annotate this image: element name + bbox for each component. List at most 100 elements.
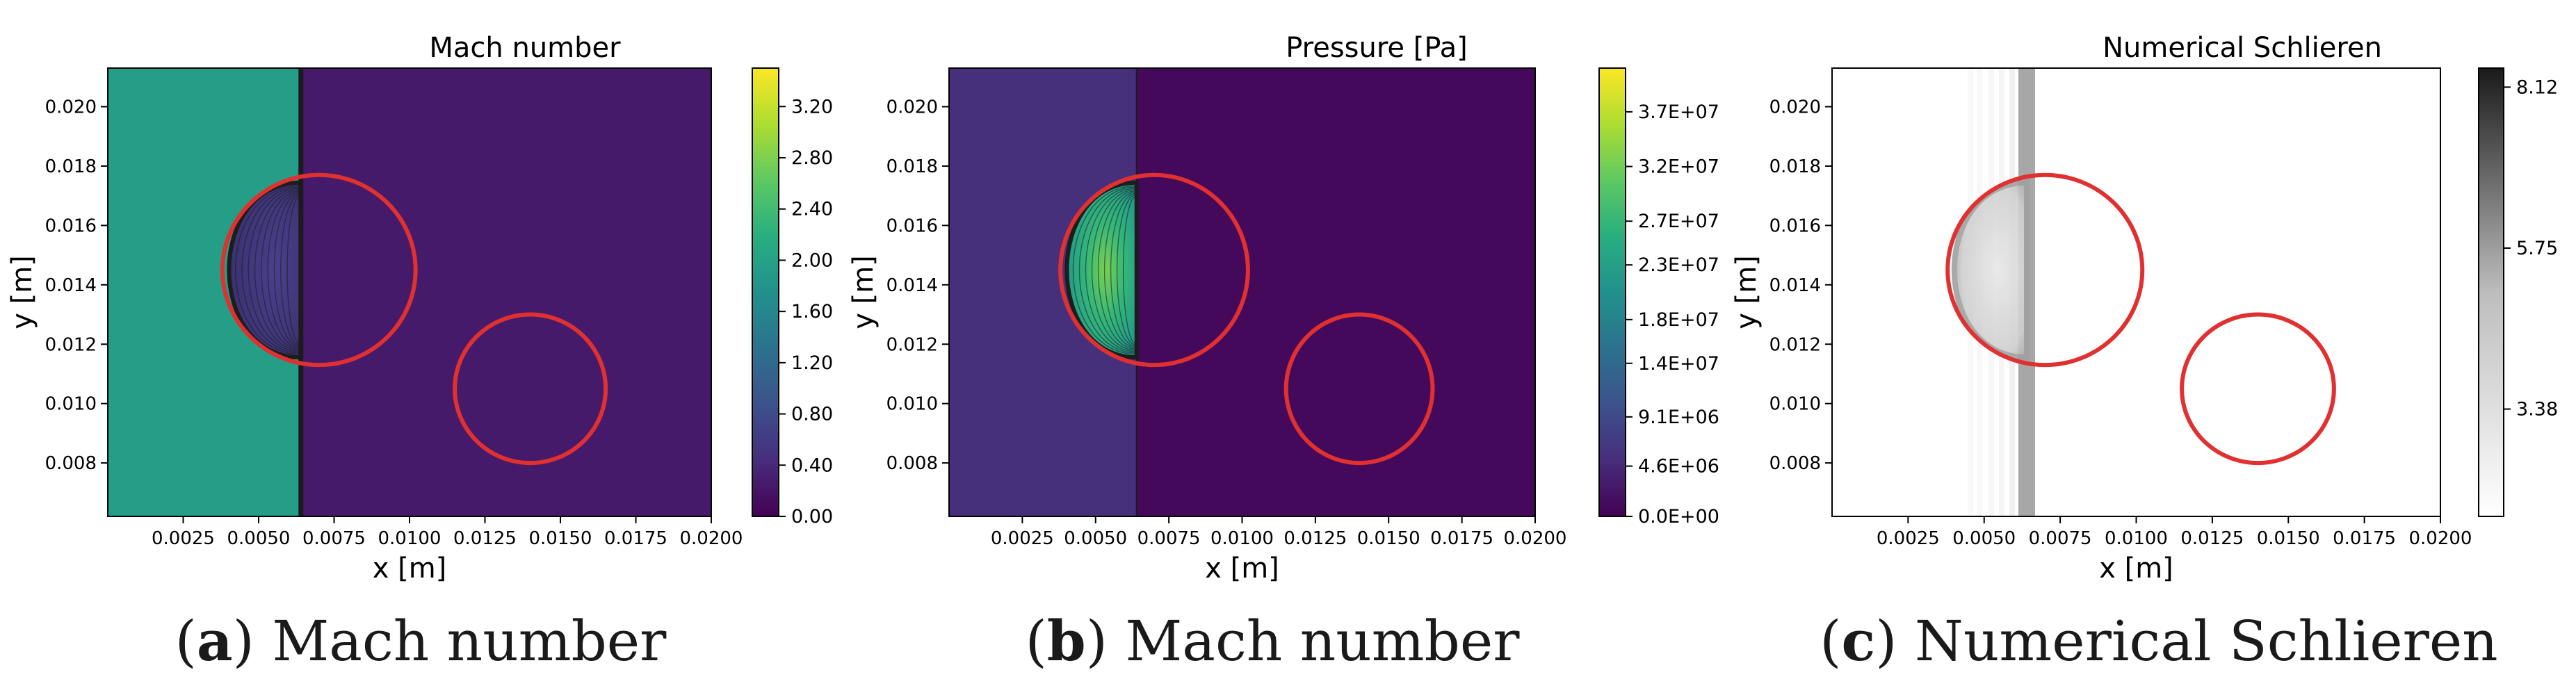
y-tick-label: 0.012 — [1769, 334, 1821, 355]
colorbar-tick-label: 1.8E+07 — [1638, 309, 1719, 331]
pre-shock-region — [300, 68, 711, 516]
colorbar-tick-label: 1.4E+07 — [1638, 353, 1719, 375]
caption-text: Mach number — [1125, 609, 1520, 673]
field — [108, 68, 711, 516]
panel-pressure: 0.0025 0.0050 0.0075 0.0100 0.0125 0.0150 0.01… — [848, 32, 1719, 584]
colorbar-tick-label: 2.7E+07 — [1638, 211, 1719, 232]
x-tick-label: 0.0100 — [1210, 528, 1274, 549]
caption-letter: c — [1841, 608, 1876, 673]
chart-title: Pressure [Pa] — [1286, 32, 1468, 64]
x-tick-label: 0.0075 — [302, 528, 366, 549]
contour-line — [1091, 189, 1137, 351]
y-tick-label: 0.016 — [886, 215, 938, 236]
caption-text: Mach number — [272, 609, 667, 673]
contour-line — [1110, 193, 1137, 348]
x-tick-label: 0.0150 — [1357, 528, 1420, 549]
y-axis-label: y [m] — [848, 255, 880, 329]
y-tick-label: 0.020 — [886, 97, 938, 118]
panel-schlieren: 0.0025 0.0050 0.0075 0.0100 0.0125 0.0150 0.01… — [1731, 32, 2558, 584]
schlieren-background — [1832, 68, 2440, 516]
caption-letter: a — [196, 608, 233, 673]
x-tick-label: 0.0125 — [1283, 528, 1347, 549]
caption-a: (a) Mach number — [175, 608, 667, 673]
y-tick-label: 0.010 — [45, 394, 97, 415]
y-tick-label: 0.008 — [886, 453, 938, 474]
y-tick-label: 0.014 — [1769, 275, 1821, 296]
bubble-outline-1 — [1058, 172, 1250, 368]
x-tick-label: 0.0200 — [680, 528, 743, 549]
field — [1832, 68, 2440, 516]
colorbar-tick-label: 3.2E+07 — [1638, 156, 1719, 178]
contour-line — [273, 193, 301, 348]
contour-line — [1072, 185, 1137, 355]
y-tick-label: 0.008 — [45, 453, 97, 474]
colorbar-tick-label: 0.00 — [791, 506, 833, 528]
contour-line — [286, 195, 301, 345]
colorbar-tick-label: 0.80 — [791, 404, 833, 425]
contour-line — [280, 194, 301, 346]
y-tick-label: 0.018 — [45, 156, 97, 177]
chart-title: Mach number — [429, 32, 621, 64]
bubble-outline-1 — [1945, 172, 2145, 368]
pre-shock-region — [1136, 68, 1535, 516]
colorbar-tick-label: 2.80 — [791, 147, 833, 169]
colorbar-tick-label: 5.75 — [2516, 238, 2558, 259]
caption-c: (c) Numerical Schlieren — [1820, 608, 2498, 673]
x-tick-label: 0.0075 — [2029, 528, 2092, 549]
colorbar-tick-label: 9.1E+06 — [1638, 407, 1719, 428]
y-tick-label: 0.020 — [1769, 97, 1821, 118]
x-tick-label: 0.0175 — [1430, 528, 1493, 549]
contour-line — [248, 188, 301, 352]
contour-line — [261, 190, 301, 350]
y-axis-label: y [m] — [1731, 255, 1763, 329]
contour-line — [241, 186, 301, 354]
chart-title: Numerical Schlieren — [2103, 32, 2382, 64]
x-tick-label: 0.0050 — [227, 528, 291, 549]
x-tick-label: 0.0025 — [991, 528, 1054, 549]
contour-line — [254, 189, 301, 351]
x-axis-label: x [m] — [1205, 553, 1279, 584]
x-tick-label: 0.0050 — [1064, 528, 1127, 549]
contour-line — [1097, 190, 1137, 350]
y-tick-label: 0.014 — [886, 275, 938, 296]
y-tick-label: 0.010 — [1769, 394, 1821, 415]
x-tick-label: 0.0125 — [453, 528, 517, 549]
contour-line — [1085, 188, 1137, 352]
colorbar-tick-label: 4.6E+06 — [1638, 456, 1719, 477]
x-tick-label: 0.0125 — [2180, 528, 2244, 549]
contour-line — [1123, 195, 1137, 345]
colorbar — [1598, 67, 1626, 517]
colorbar-tick-label: 2.40 — [791, 199, 833, 220]
colorbar-tick-label: 1.20 — [791, 352, 833, 374]
x-tick-label: 0.0150 — [2257, 528, 2320, 549]
x-tick-label: 0.0075 — [1137, 528, 1201, 549]
x-tick-label: 0.0200 — [2409, 528, 2472, 549]
x-tick-label: 0.0050 — [1952, 528, 2016, 549]
y-tick-label: 0.012 — [886, 334, 938, 355]
contour-line — [1104, 191, 1137, 349]
colorbar-tick-label: 8.12 — [2516, 76, 2558, 98]
contour-line — [267, 191, 301, 349]
colorbar-tick-label: 2.3E+07 — [1638, 254, 1719, 276]
contour-line — [235, 185, 301, 355]
caption-text: Numerical Schlieren — [1914, 609, 2498, 673]
colorbar — [2478, 67, 2504, 517]
x-tick-label: 0.0100 — [378, 528, 442, 549]
bubble-outline-2 — [2180, 312, 2336, 466]
field — [949, 68, 1535, 516]
y-axis-label: y [m] — [6, 255, 38, 329]
y-tick-label: 0.008 — [1769, 453, 1821, 474]
colorbar-tick-label: 0.40 — [791, 455, 833, 476]
contour-line — [1116, 194, 1137, 346]
x-tick-label: 0.0025 — [1877, 528, 1940, 549]
y-tick-label: 0.016 — [1769, 215, 1821, 236]
y-tick-label: 0.018 — [886, 156, 938, 177]
y-tick-label: 0.010 — [886, 394, 938, 415]
colorbar-tick-label: 3.20 — [791, 96, 833, 117]
bubble-outline-1 — [220, 172, 418, 368]
x-tick-label: 0.0200 — [1504, 528, 1567, 549]
colorbar — [752, 67, 779, 517]
colorbar-tick-label: 3.7E+07 — [1638, 101, 1719, 123]
bubble-outline-2 — [1283, 312, 1435, 466]
colorbar-tick-label: 1.60 — [791, 301, 833, 322]
